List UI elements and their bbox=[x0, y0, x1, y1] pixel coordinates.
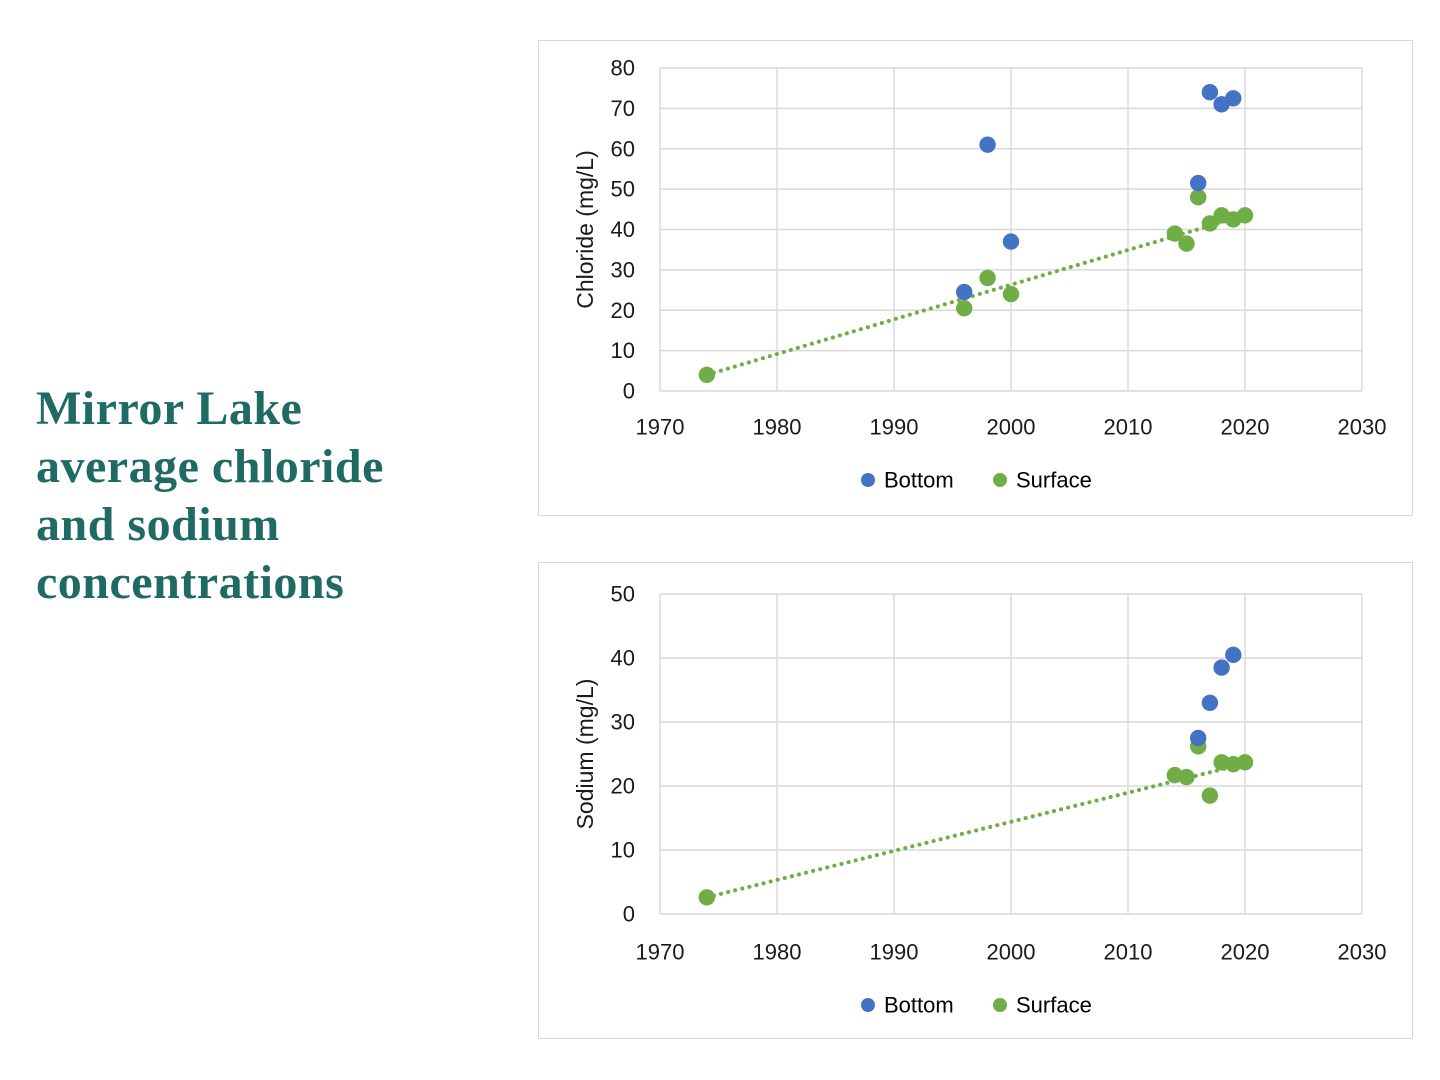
sodium-chart-card: 0 10 20 30 40 50 1970 1980 1990 2000 2010 2020 2030 S… bbox=[538, 562, 1413, 1039]
y-axis-tick-label: 20 bbox=[611, 774, 635, 799]
bottom-data-point bbox=[1225, 90, 1242, 107]
bottom-legend-label: Bottom bbox=[884, 993, 954, 1018]
y-axis-tick-label: 30 bbox=[611, 710, 635, 735]
y-axis-tick-label: 10 bbox=[611, 838, 635, 863]
y-axis-title: Chloride (mg/L) bbox=[572, 150, 598, 309]
y-axis-tick-label: 70 bbox=[611, 96, 635, 121]
bottom-data-point bbox=[1190, 174, 1207, 192]
bottom-data-point bbox=[979, 136, 996, 153]
surface-data-point bbox=[1236, 207, 1254, 224]
surface-data-point bbox=[1178, 235, 1195, 252]
x-axis-tick-label: 1980 bbox=[753, 940, 802, 965]
x-axis-tick-label: 2030 bbox=[1338, 415, 1387, 440]
y-axis-title: Sodium (mg/L) bbox=[572, 679, 598, 830]
surface-data-point bbox=[956, 300, 973, 317]
surface-data-point bbox=[1201, 787, 1219, 804]
x-axis-tick-label: 1990 bbox=[870, 415, 919, 440]
bottom-data-point bbox=[956, 283, 973, 301]
x-axis-tick-label: 1990 bbox=[870, 940, 919, 965]
page-title-line-1: Mirror Lake bbox=[36, 382, 303, 435]
y-axis-tick-label: 50 bbox=[611, 177, 635, 202]
bottom-data-point bbox=[1190, 729, 1207, 747]
surface-data-point bbox=[1166, 225, 1183, 242]
y-axis-tick-label: 0 bbox=[623, 902, 635, 927]
x-axis-tick-label: 2020 bbox=[1221, 940, 1270, 965]
x-axis-tick-label: 2010 bbox=[1104, 940, 1153, 965]
y-axis-tick-label: 0 bbox=[623, 379, 635, 404]
chloride-chart-card: 0 10 20 30 40 50 60 70 80 1970 1980 1990 2000 2010 202… bbox=[538, 40, 1413, 516]
x-axis-tick-label: 2010 bbox=[1104, 415, 1153, 440]
bottom-legend-marker-icon bbox=[861, 473, 875, 487]
x-axis-tick-label: 2030 bbox=[1338, 940, 1387, 965]
surface-trendline bbox=[704, 213, 1247, 377]
surface-legend-marker-icon bbox=[993, 473, 1007, 487]
bottom-data-point bbox=[1213, 659, 1230, 676]
y-axis-tick-label: 10 bbox=[611, 338, 635, 363]
surface-trendline bbox=[704, 761, 1247, 900]
bottom-data-point bbox=[1201, 694, 1219, 711]
y-axis-tick-label: 30 bbox=[611, 257, 635, 282]
page-title-line-3: and sodium bbox=[36, 498, 280, 551]
surface-data-point bbox=[698, 366, 715, 384]
bottom-data-point bbox=[1002, 233, 1020, 250]
y-axis-tick-label: 50 bbox=[611, 582, 635, 607]
surface-data-point bbox=[1190, 189, 1207, 206]
x-axis-tick-label: 1980 bbox=[753, 415, 802, 440]
surface-legend-marker-icon bbox=[993, 998, 1007, 1012]
surface-data-point bbox=[698, 889, 715, 906]
surface-data-point bbox=[1178, 768, 1195, 786]
bottom-legend-label: Bottom bbox=[884, 468, 954, 493]
surface-legend-label: Surface bbox=[1016, 468, 1092, 493]
bottom-data-point bbox=[1201, 84, 1219, 101]
y-axis-tick-label: 20 bbox=[611, 298, 635, 323]
page-title-line-4: concentrations bbox=[36, 556, 345, 609]
bottom-data-point bbox=[1225, 646, 1242, 663]
page-title-line-2: average chloride bbox=[36, 440, 384, 493]
x-axis-tick-label: 1970 bbox=[636, 940, 685, 965]
y-axis-tick-label: 40 bbox=[611, 646, 635, 671]
x-axis-tick-label: 2000 bbox=[987, 415, 1036, 440]
surface-data-point bbox=[979, 269, 996, 287]
surface-data-point bbox=[1002, 285, 1020, 303]
surface-data-point bbox=[1236, 754, 1254, 771]
x-axis-tick-label: 1970 bbox=[636, 415, 685, 440]
y-axis-tick-label: 60 bbox=[611, 136, 635, 161]
surface-legend-label: Surface bbox=[1016, 993, 1092, 1018]
x-axis-tick-label: 2020 bbox=[1221, 415, 1270, 440]
page-title: Mirror Lake average chloride and sodium … bbox=[36, 380, 516, 612]
bottom-legend-marker-icon bbox=[861, 998, 875, 1012]
y-axis-tick-label: 40 bbox=[611, 217, 635, 242]
x-axis-tick-label: 2000 bbox=[987, 940, 1036, 965]
y-axis-tick-label: 80 bbox=[611, 56, 635, 81]
surface-data-point bbox=[1201, 215, 1219, 232]
